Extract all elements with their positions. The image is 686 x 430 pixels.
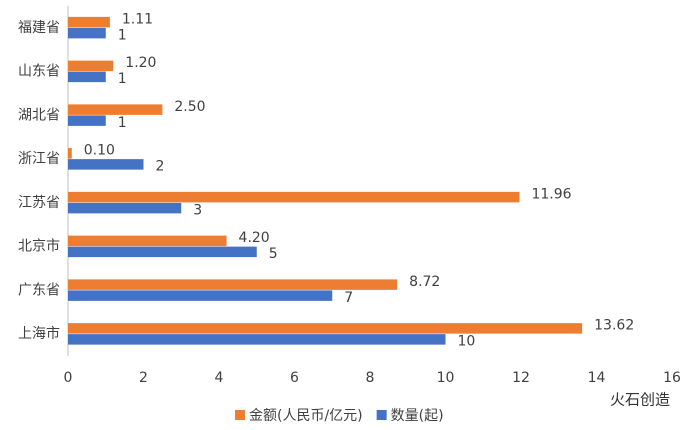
x-tick-label: 14	[588, 370, 606, 386]
data-label: 1	[118, 27, 127, 43]
data-label: 2.50	[174, 99, 205, 115]
bar	[68, 71, 106, 83]
data-label: 1	[118, 115, 127, 131]
data-label: 11.96	[531, 186, 571, 202]
bar	[68, 148, 72, 159]
data-label: 4.20	[239, 230, 270, 246]
data-label: 0.10	[84, 143, 115, 159]
data-label: 13.62	[594, 318, 634, 334]
bar	[68, 235, 227, 247]
bar	[68, 60, 114, 72]
x-tick-label: 4	[215, 370, 224, 386]
x-tick-label: 10	[437, 370, 455, 386]
data-label: 1.11	[122, 11, 153, 27]
data-label: 1	[118, 71, 127, 87]
legend-label: 数量(起)	[391, 408, 444, 424]
bar	[68, 202, 182, 214]
bar	[68, 290, 333, 301]
bar	[68, 191, 520, 203]
x-tick-label: 6	[290, 370, 299, 386]
data-label: 10	[458, 334, 476, 350]
y-tick-label: 上海市	[18, 325, 60, 342]
y-tick-label: 福建省	[18, 20, 60, 36]
y-tick-label: 浙江省	[18, 151, 60, 167]
bar	[68, 159, 144, 170]
data-label: 5	[269, 246, 278, 262]
bar	[68, 246, 257, 258]
y-tick-label: 湖北省	[18, 107, 60, 123]
watermark: 火石创造	[610, 391, 670, 409]
legend-label: 金额(人民币/亿元)	[249, 408, 363, 424]
x-tick-label: 0	[64, 370, 73, 386]
bar	[68, 104, 163, 115]
data-label: 8.72	[409, 274, 440, 290]
y-tick-label: 江苏省	[18, 195, 60, 211]
x-tick-label: 2	[139, 370, 148, 386]
data-label: 7	[344, 290, 353, 306]
x-tick-label: 8	[366, 370, 375, 386]
legend-swatch	[376, 410, 387, 420]
bar	[68, 27, 106, 39]
x-tick-label: 12	[512, 370, 530, 386]
data-label: 1.20	[125, 55, 156, 71]
bar	[68, 279, 398, 290]
bar	[68, 323, 583, 334]
data-label: 2	[156, 159, 165, 175]
y-tick-label: 广东省	[18, 282, 60, 298]
y-tick-label: 北京市	[18, 238, 60, 255]
x-tick-label: 16	[663, 370, 681, 386]
data-label: 3	[193, 202, 202, 218]
bar	[68, 334, 446, 345]
legend-swatch	[235, 410, 245, 420]
y-tick-label: 山东省	[18, 64, 60, 80]
bar	[68, 16, 110, 28]
bar	[68, 115, 106, 126]
